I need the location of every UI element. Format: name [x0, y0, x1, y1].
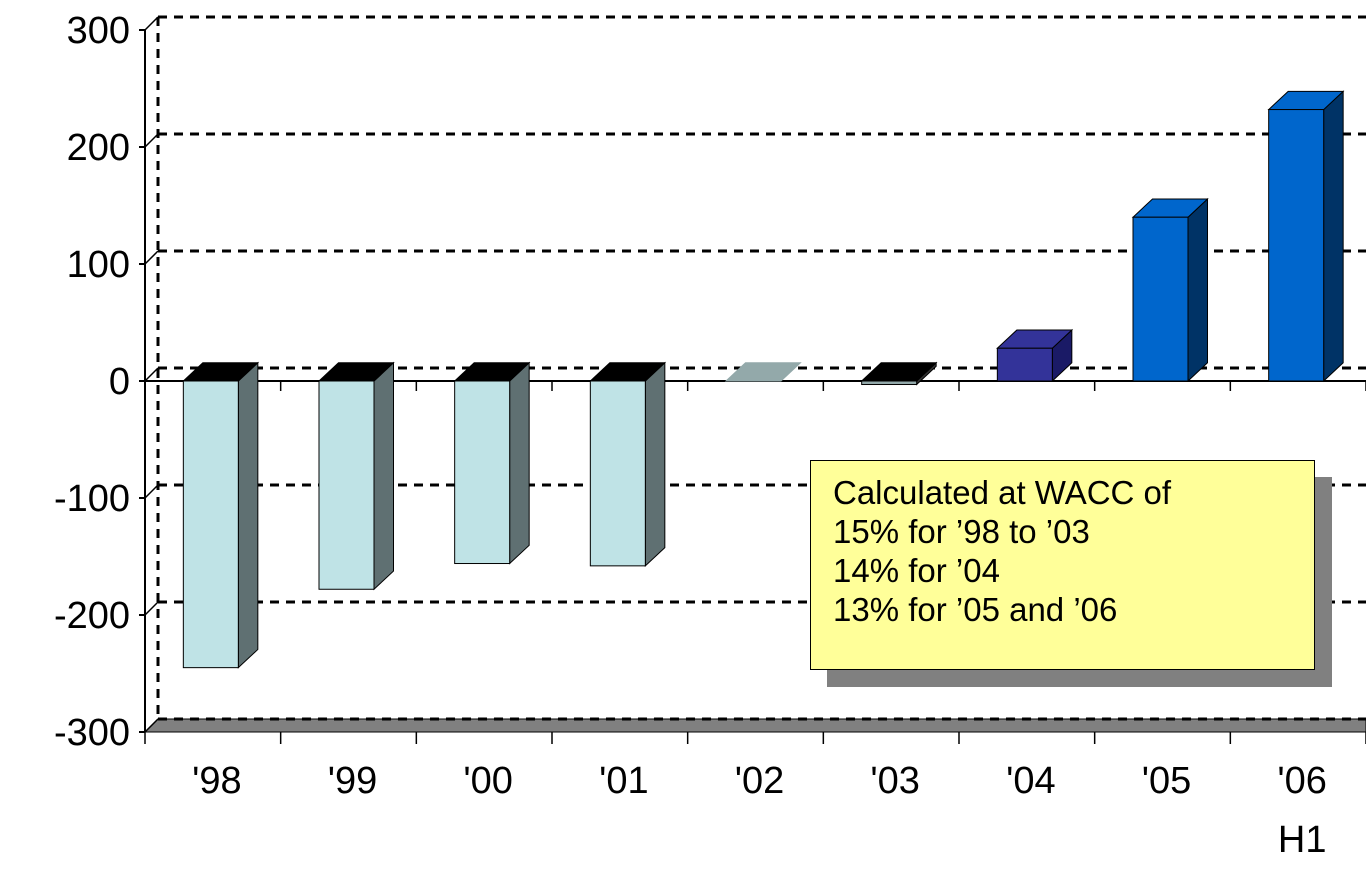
grid-connector: [144, 484, 159, 499]
x-tick-labels: '98 '99 '00 '01 '02 '03 '04 '05 '06 H1: [192, 760, 1327, 861]
x-tick-label: '01: [599, 760, 649, 802]
bar-front: [996, 347, 1053, 382]
bar-side: [1187, 197, 1208, 383]
x-tick-label: '03: [870, 760, 920, 802]
chart-floor: [143, 718, 1366, 733]
grid-connector: [144, 367, 159, 382]
y-tick-label: -100: [54, 478, 130, 520]
x-tick-label: '02: [735, 760, 785, 802]
bar: [860, 361, 938, 386]
x-tick-label: '00: [463, 760, 513, 802]
x-tick-label: '98: [192, 760, 242, 802]
bar: [996, 328, 1074, 383]
x-tick-label: '05: [1142, 760, 1192, 802]
grid-connector: [144, 250, 159, 265]
bar: [724, 362, 802, 382]
bar-front: [861, 380, 918, 386]
bar-side: [644, 361, 666, 568]
bar-side: [509, 361, 530, 565]
bar: [317, 361, 395, 591]
bar-front: [589, 380, 646, 567]
note-line: 15% for ’98 to ’03: [833, 513, 1090, 550]
x-tick-label: '06: [1277, 760, 1327, 802]
bar-side: [237, 361, 259, 669]
note-line: 14% for ’04: [833, 552, 1000, 589]
y-tick-label: 100: [67, 244, 130, 286]
grid-connector: [144, 133, 159, 148]
bar: [1131, 197, 1209, 383]
x-tick-label: '99: [328, 760, 378, 802]
bar-front: [454, 380, 511, 565]
bar-front: [1132, 216, 1189, 382]
x-tick-label: '04: [1006, 760, 1056, 802]
y-tick-label: 200: [67, 127, 130, 169]
bar-front: [182, 380, 239, 669]
y-tick-label: -200: [54, 595, 130, 637]
bar-front: [318, 380, 375, 590]
grid-connector: [144, 718, 159, 733]
bar: [1267, 90, 1345, 383]
note-line: Calculated at WACC of: [833, 474, 1172, 511]
bar-top: [724, 362, 802, 382]
bar: [453, 361, 531, 565]
x-tick-sublabel: H1: [1278, 819, 1327, 861]
bar: [182, 361, 260, 669]
bar-front: [1268, 109, 1325, 382]
note-line: 13% for ’05 and ’06: [833, 591, 1118, 628]
bar-top: [860, 362, 938, 382]
gridlines: [144, 15, 1366, 733]
grid-connector: [144, 601, 159, 616]
bar-side: [373, 361, 394, 591]
y-tick-labels: 300 200 100 0 -100 -200 -300: [54, 10, 130, 754]
y-tick-label: 0: [109, 361, 130, 403]
bar: [589, 361, 667, 568]
y-tick-label: -300: [54, 712, 130, 754]
y-tick-label: 300: [67, 10, 130, 52]
wacc-note-box: Calculated at WACC of 15% for ’98 to ’03…: [810, 460, 1315, 670]
bars: [182, 90, 1345, 669]
grid-connector: [144, 16, 159, 31]
bar-side: [1323, 90, 1344, 383]
